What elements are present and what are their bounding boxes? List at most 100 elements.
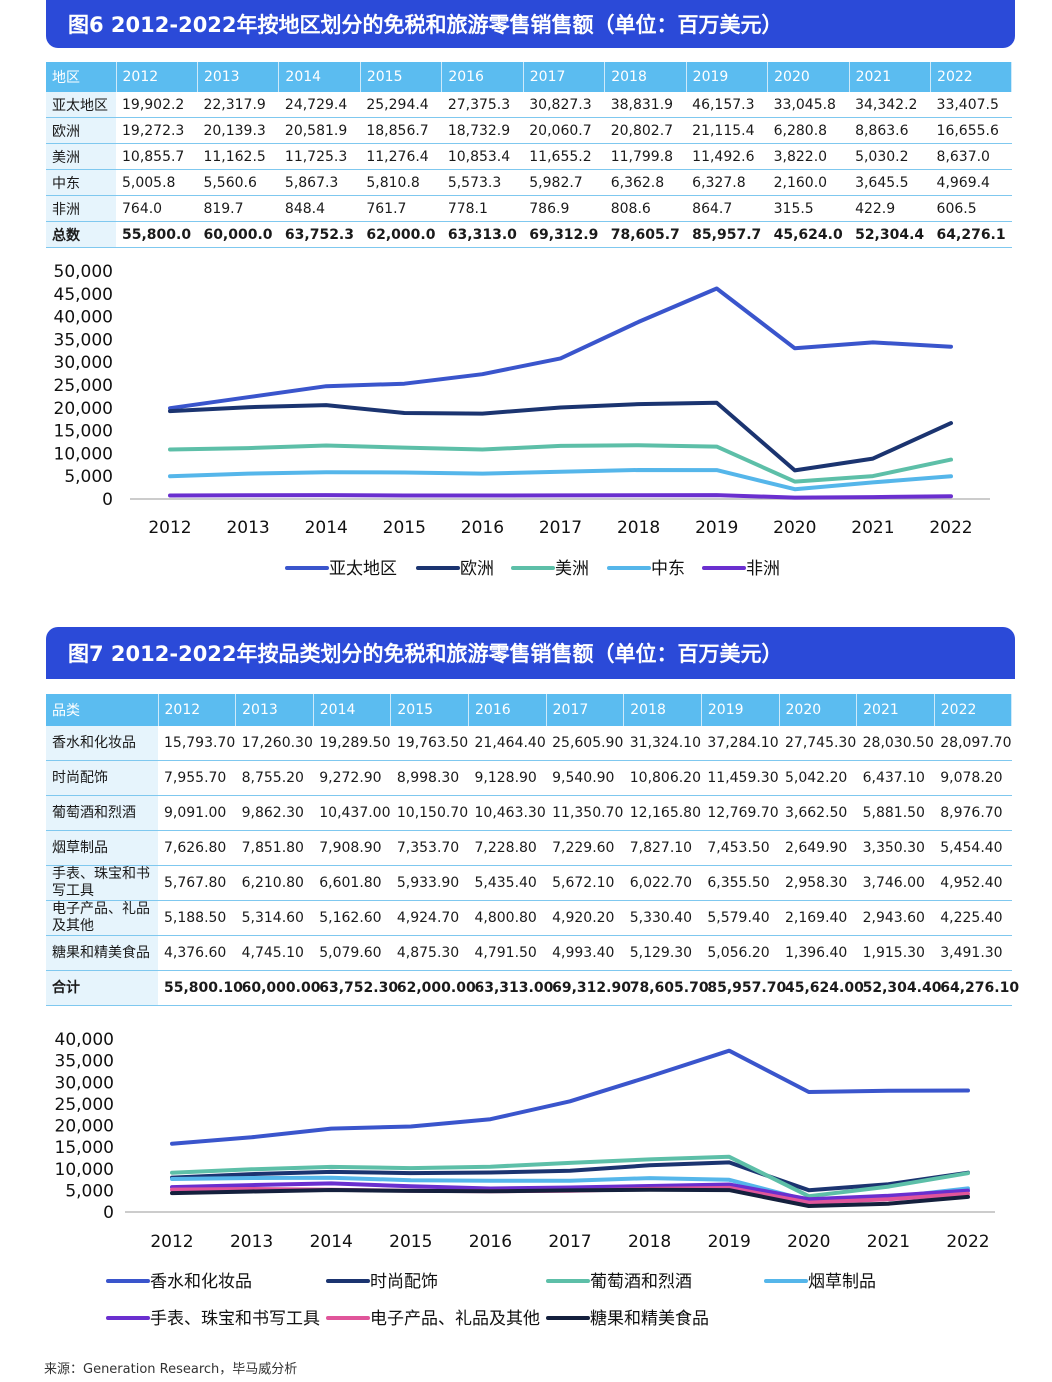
table-cell: 2,160.0 bbox=[767, 169, 850, 196]
x-tick-label: 2020 bbox=[787, 1232, 830, 1252]
table-cell: 69,312.9 bbox=[523, 221, 605, 248]
row-label: 合计 bbox=[46, 970, 158, 1006]
column-header: 2019 bbox=[701, 694, 780, 726]
row-label: 欧洲 bbox=[46, 117, 116, 144]
table-cell: 10,855.7 bbox=[116, 143, 198, 170]
series-line-6 bbox=[170, 1187, 970, 1208]
x-tick-label: 2015 bbox=[383, 518, 426, 538]
table-cell: 28,030.50 bbox=[856, 726, 935, 761]
row-label: 香水和化妆品 bbox=[46, 726, 158, 761]
table-cell: 85,957.7 bbox=[686, 221, 768, 248]
source-note: 来源：Generation Research，毕马威分析 bbox=[44, 1362, 298, 1377]
column-header: 2015 bbox=[360, 62, 443, 92]
column-header: 2014 bbox=[278, 62, 361, 92]
column-header: 2013 bbox=[235, 694, 314, 726]
column-header: 2012 bbox=[158, 694, 237, 726]
y-tick-label: 20,000 bbox=[55, 1117, 114, 1137]
table-cell: 64,276.10 bbox=[934, 970, 1019, 1006]
table-cell: 11,655.2 bbox=[523, 143, 605, 170]
y-tick-label: 25,000 bbox=[55, 1095, 114, 1115]
table-cell: 11,799.8 bbox=[604, 143, 687, 170]
column-header: 品类 bbox=[46, 694, 159, 726]
fig7-title: 图7 2012-2022年按品类划分的免税和旅游零售销售额（单位：百万美元） bbox=[46, 627, 1015, 679]
table-cell: 6,601.80 bbox=[313, 865, 391, 901]
table-cell: 5,573.3 bbox=[441, 169, 524, 196]
column-header: 地区 bbox=[46, 62, 117, 92]
table-cell: 7,851.80 bbox=[235, 830, 314, 866]
table-cell: 52,304.4 bbox=[849, 221, 931, 248]
table-cell: 31,324.10 bbox=[623, 726, 702, 761]
table-cell: 10,463.30 bbox=[468, 795, 547, 831]
table-cell: 808.6 bbox=[604, 195, 687, 222]
table-cell: 5,454.40 bbox=[934, 830, 1012, 866]
table-cell: 8,998.30 bbox=[390, 760, 469, 796]
table-cell: 4,745.10 bbox=[235, 935, 314, 971]
table-cell: 45,624.0 bbox=[767, 221, 850, 248]
table-cell: 5,005.8 bbox=[116, 169, 198, 196]
table-cell: 5,672.10 bbox=[546, 865, 624, 901]
table-cell: 11,459.30 bbox=[701, 760, 779, 796]
table-header-row: 地区 2012 2013 2014 2015 2016 2017 2018 2019 2020 20… bbox=[46, 62, 1013, 92]
legend-label: 香水和化妆品 bbox=[150, 1272, 252, 1292]
table-cell: 12,769.70 bbox=[701, 795, 779, 831]
table-cell: 11,350.70 bbox=[546, 795, 624, 831]
table-cell: 63,752.3 bbox=[278, 221, 361, 248]
y-tick-label: 15,000 bbox=[55, 1138, 114, 1158]
table-cell: 85,957.70 bbox=[701, 970, 786, 1006]
y-tick-label: 30,000 bbox=[54, 353, 113, 373]
column-header: 2015 bbox=[390, 694, 469, 726]
table-cell: 5,030.2 bbox=[849, 143, 931, 170]
y-tick-label: 45,000 bbox=[54, 285, 113, 305]
table-cell: 7,228.80 bbox=[468, 830, 547, 866]
table-cell: 52,304.40 bbox=[856, 970, 941, 1006]
table-cell: 22,317.9 bbox=[197, 92, 279, 118]
legend-label: 非洲 bbox=[746, 559, 780, 579]
table-cell: 19,902.2 bbox=[116, 92, 198, 118]
table-cell: 2,169.40 bbox=[779, 900, 857, 936]
table-cell: 7,955.70 bbox=[158, 760, 236, 796]
y-tick-label: 0 bbox=[103, 1203, 114, 1223]
column-header: 2019 bbox=[686, 62, 769, 92]
row-label: 电子产品、礼品及其他 bbox=[46, 900, 158, 936]
table-cell: 4,875.30 bbox=[390, 935, 469, 971]
table-cell: 78,605.7 bbox=[604, 221, 687, 248]
table-cell: 15,793.70 bbox=[158, 726, 236, 761]
column-header: 2022 bbox=[930, 62, 1013, 92]
table-cell: 10,806.20 bbox=[623, 760, 702, 796]
column-header: 2017 bbox=[523, 62, 606, 92]
table-cell: 4,969.4 bbox=[930, 169, 1012, 196]
table-cell: 7,908.90 bbox=[313, 830, 391, 866]
y-tick-label: 25,000 bbox=[54, 376, 113, 396]
table-cell: 1,915.30 bbox=[856, 935, 935, 971]
table-row: 香水和化妆品 15,793.70 17,260.30 19,289.50 19,763.… bbox=[46, 726, 1012, 761]
x-tick-label: 2017 bbox=[539, 518, 582, 538]
table-cell: 27,375.3 bbox=[441, 92, 524, 118]
column-header: 2013 bbox=[197, 62, 280, 92]
table-cell: 2,649.90 bbox=[779, 830, 857, 866]
x-tick-label: 2014 bbox=[305, 518, 348, 538]
table-cell: 5,056.20 bbox=[701, 935, 779, 971]
y-tick-label: 35,000 bbox=[54, 330, 113, 350]
y-tick-label: 35,000 bbox=[55, 1052, 114, 1072]
table-cell: 20,802.7 bbox=[604, 117, 687, 144]
table-cell: 60,000.0 bbox=[197, 221, 279, 248]
x-tick-label: 2019 bbox=[695, 518, 738, 538]
x-tick-label: 2014 bbox=[310, 1232, 353, 1252]
table-cell: 10,437.00 bbox=[313, 795, 391, 831]
y-tick-label: 50,000 bbox=[54, 262, 113, 282]
column-header: 2012 bbox=[116, 62, 198, 92]
table-cell: 848.4 bbox=[278, 195, 361, 222]
y-tick-label: 0 bbox=[102, 490, 113, 510]
table-cell: 34,342.2 bbox=[849, 92, 931, 118]
y-tick-label: 10,000 bbox=[55, 1160, 114, 1180]
column-header: 2016 bbox=[468, 694, 547, 726]
x-tick-label: 2018 bbox=[628, 1232, 671, 1252]
table-cell: 33,407.5 bbox=[930, 92, 1012, 118]
table-cell: 5,314.60 bbox=[235, 900, 314, 936]
row-label: 时尚配饰 bbox=[46, 760, 158, 796]
table-cell: 3,746.00 bbox=[856, 865, 935, 901]
table-cell: 5,162.60 bbox=[313, 900, 391, 936]
table-cell: 606.5 bbox=[930, 195, 1012, 222]
table-cell: 5,079.60 bbox=[313, 935, 391, 971]
